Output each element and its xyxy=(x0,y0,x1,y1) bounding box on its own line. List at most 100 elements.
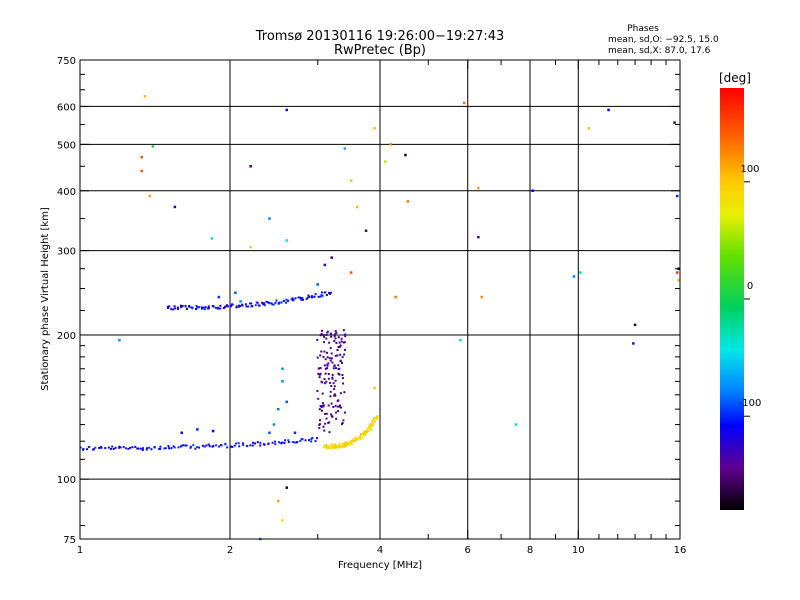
echo-trace-dot xyxy=(119,446,122,449)
axis-ticks xyxy=(79,59,681,540)
echo-trace-dot xyxy=(148,446,151,449)
echo-trace-dot xyxy=(325,417,328,420)
echo-trace-dot xyxy=(333,335,336,338)
echo-trace-dot xyxy=(335,446,338,449)
echo-trace-dot xyxy=(320,350,323,353)
y-tick-label: 400 xyxy=(57,187,76,198)
echo-dot xyxy=(373,386,376,390)
echo-trace-dot xyxy=(237,442,240,445)
echo-trace-dot xyxy=(195,305,198,308)
echo-trace-dot xyxy=(333,393,336,396)
echo-dot xyxy=(462,101,466,105)
echo-dot xyxy=(384,160,387,163)
echo-trace-dot xyxy=(242,444,245,446)
echo-trace-dot xyxy=(122,446,125,448)
x-tick-label: 1 xyxy=(77,545,83,556)
x-tick-label: 8 xyxy=(527,545,533,556)
echo-trace-dot xyxy=(107,446,110,449)
echo-trace-dot xyxy=(202,306,205,309)
echo-trace-dot xyxy=(263,302,265,305)
echo-trace-dot xyxy=(198,306,201,309)
echo-trace-dot xyxy=(318,376,321,379)
echo-trace-dot xyxy=(237,305,240,308)
echo-trace-dot xyxy=(323,350,326,353)
echo-trace-dot xyxy=(335,367,337,370)
echo-trace-dot xyxy=(319,295,322,298)
echo-trace-dot xyxy=(364,433,367,436)
echo-trace-dot xyxy=(318,408,321,411)
echo-trace-dot xyxy=(277,302,280,305)
colorbar-ticks: 100 0 -100 xyxy=(739,164,761,417)
echo-dot xyxy=(151,145,155,148)
echo-trace-dot xyxy=(338,404,341,407)
echo-trace-dot xyxy=(370,423,373,426)
echo-trace-dot xyxy=(343,353,346,356)
echo-trace-dot xyxy=(325,412,328,415)
echo-trace-dot xyxy=(297,296,300,299)
echo-trace-dot xyxy=(320,409,323,412)
echo-dot xyxy=(349,179,353,182)
echo-trace-dot xyxy=(341,442,344,445)
echo-trace-dot xyxy=(339,406,342,409)
echo-trace-dot xyxy=(134,445,137,448)
echo-trace-dot xyxy=(310,295,313,298)
echo-trace-dot xyxy=(170,447,173,450)
echo-dot xyxy=(293,431,297,434)
echo-trace-dot xyxy=(337,336,340,339)
echo-trace-dot xyxy=(316,390,319,392)
echo-trace-dot xyxy=(335,411,338,414)
echo-trace-dot xyxy=(372,417,375,420)
echo-trace-dot xyxy=(212,305,215,308)
echo-trace-dot xyxy=(332,382,335,385)
echo-trace-dot xyxy=(355,439,358,442)
echo-trace-dot xyxy=(342,419,345,422)
echo-trace-dot xyxy=(347,443,350,445)
echo-dot xyxy=(180,431,183,434)
echo-trace-dot xyxy=(245,305,248,308)
echo-trace-dot xyxy=(350,443,353,446)
echo-trace-dot xyxy=(334,330,337,333)
echo-trace-dot xyxy=(341,374,344,377)
echo-trace-dot xyxy=(247,305,250,308)
echo-trace-dot xyxy=(214,306,217,309)
echo-trace-dot xyxy=(323,341,325,344)
echo-trace-dot xyxy=(338,405,341,408)
echo-trace-dot xyxy=(308,295,311,298)
echo-trace-dot xyxy=(319,372,322,375)
echo-trace-dot xyxy=(368,426,371,429)
echo-trace-dot xyxy=(339,360,342,363)
echo-trace-dot xyxy=(344,333,347,336)
echo-trace-dot xyxy=(188,305,191,307)
echo-trace-dot xyxy=(314,293,317,295)
echo-trace-dot xyxy=(331,376,334,379)
echo-dot xyxy=(676,271,679,274)
echo-dot xyxy=(148,194,151,198)
echo-trace-dot xyxy=(336,405,339,408)
echo-trace-dot xyxy=(329,445,332,448)
echo-trace-dot xyxy=(192,444,195,447)
echo-trace-dot xyxy=(330,443,333,446)
echo-dot xyxy=(579,271,582,274)
echo-trace-dot xyxy=(334,354,337,357)
echo-dot xyxy=(404,153,407,157)
echo-trace-dot xyxy=(238,445,241,448)
echo-trace-dot xyxy=(326,367,328,370)
echo-trace-dot xyxy=(336,400,339,403)
colorbar-tick-label: 100 xyxy=(740,164,759,175)
echo-dot xyxy=(406,200,410,203)
echo-trace-dot xyxy=(316,338,319,341)
echo-trace-dot xyxy=(371,420,374,423)
echo-trace-dot xyxy=(319,354,322,357)
echo-dot xyxy=(343,147,347,150)
echo-trace-dot xyxy=(314,440,317,443)
y-tick-label: 75 xyxy=(63,535,76,546)
echo-trace-dot xyxy=(328,421,331,424)
echo-trace-dot xyxy=(265,300,268,303)
colorbar xyxy=(720,88,744,510)
echo-dot xyxy=(355,205,359,209)
echo-trace-dot xyxy=(331,377,334,380)
echo-dot xyxy=(607,108,610,112)
echo-trace-dot xyxy=(295,441,298,444)
echo-dot xyxy=(676,194,679,198)
echo-trace-dot xyxy=(359,437,362,440)
